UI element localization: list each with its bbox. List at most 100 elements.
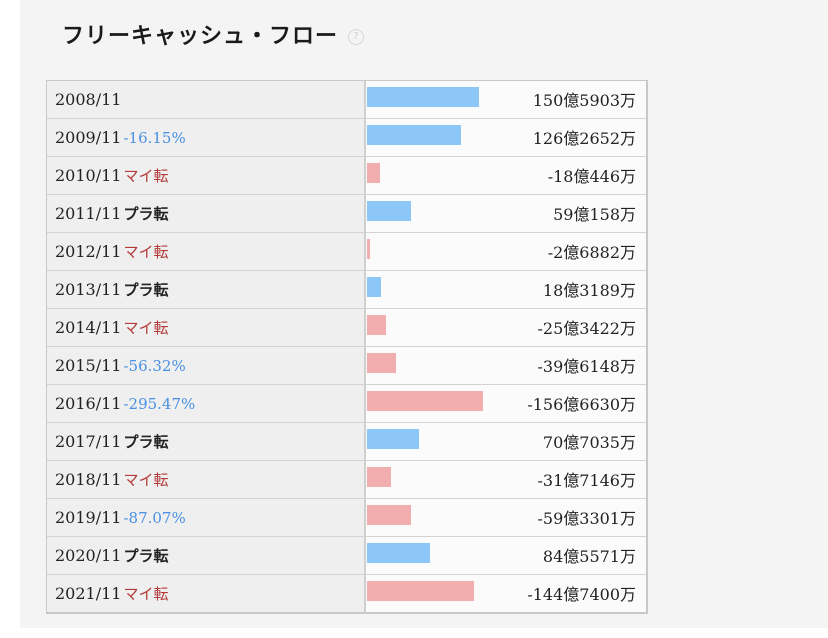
negative-bar <box>367 353 397 373</box>
value-label: -25億3422万 <box>537 319 637 338</box>
value-label: -2億6882万 <box>547 243 636 262</box>
period-cell: 2013/11 プラ転 <box>47 271 366 308</box>
period-cell: 2020/11 プラ転 <box>47 537 366 574</box>
change-label: -87.07% <box>123 508 186 527</box>
table-row: 2018/11 マイ転 -31億7146万 <box>47 460 646 498</box>
change-label: プラ転 <box>123 205 169 223</box>
period-cell: 2021/11 マイ転 <box>47 575 366 612</box>
negative-bar <box>367 239 370 259</box>
period-label: 2019/11 <box>55 508 122 527</box>
cashflow-table: 2008/11 150億5903万 2009/11 -16.15% 126億2652万 2… <box>46 80 648 614</box>
value-label: 18億3189万 <box>542 281 636 300</box>
title-row: フリーキャッシュ・フロー ? <box>62 16 365 52</box>
change-label: -16.15% <box>123 128 186 147</box>
positive-bar <box>367 201 411 221</box>
period-label: 2018/11 <box>55 470 122 489</box>
table-row: 2011/11 プラ転 59億158万 <box>47 194 646 232</box>
positive-bar <box>367 429 420 449</box>
period-cell: 2008/11 <box>47 81 366 118</box>
period-label: 2016/11 <box>55 394 122 413</box>
table-row: 2019/11 -87.07% -59億3301万 <box>47 498 646 536</box>
table-row: 2010/11 マイ転 -18億446万 <box>47 156 646 194</box>
value-cell: -156億6630万 <box>366 385 646 422</box>
period-label: 2008/11 <box>55 90 122 109</box>
value-cell: 70億7035万 <box>366 423 646 460</box>
period-label: 2021/11 <box>55 584 122 603</box>
value-label: 70億7035万 <box>542 433 636 452</box>
value-label: -59億3301万 <box>537 509 637 528</box>
positive-bar <box>367 543 430 563</box>
value-cell: -18億446万 <box>366 157 646 194</box>
value-cell: -144億7400万 <box>366 575 646 612</box>
value-cell: 18億3189万 <box>366 271 646 308</box>
value-label: 150億5903万 <box>532 91 636 110</box>
period-label: 2012/11 <box>55 242 122 261</box>
table-row: 2015/11 -56.32% -39億6148万 <box>47 346 646 384</box>
value-label: 126億2652万 <box>532 129 636 148</box>
value-label: -144億7400万 <box>527 585 636 604</box>
period-cell: 2009/11 -16.15% <box>47 119 366 156</box>
period-cell: 2018/11 マイ転 <box>47 461 366 498</box>
period-label: 2010/11 <box>55 166 122 185</box>
negative-bar <box>367 581 475 601</box>
positive-bar <box>367 125 461 145</box>
period-cell: 2011/11 プラ転 <box>47 195 366 232</box>
value-cell: -25億3422万 <box>366 309 646 346</box>
value-cell: 59億158万 <box>366 195 646 232</box>
period-cell: 2012/11 マイ転 <box>47 233 366 270</box>
value-label: -31億7146万 <box>537 471 637 490</box>
table-row: 2009/11 -16.15% 126億2652万 <box>47 118 646 156</box>
table-row: 2014/11 マイ転 -25億3422万 <box>47 308 646 346</box>
negative-bar <box>367 163 381 183</box>
value-cell: -39億6148万 <box>366 347 646 384</box>
change-label: プラ転 <box>123 547 169 565</box>
change-label: マイ転 <box>123 243 169 261</box>
period-label: 2015/11 <box>55 356 122 375</box>
period-cell: 2017/11 プラ転 <box>47 423 366 460</box>
table-row: 2008/11 150億5903万 <box>47 81 646 118</box>
period-label: 2017/11 <box>55 432 122 451</box>
value-label: -18億446万 <box>547 167 636 186</box>
negative-bar <box>367 467 391 487</box>
table-row: 2020/11 プラ転 84億5571万 <box>47 536 646 574</box>
period-cell: 2010/11 マイ転 <box>47 157 366 194</box>
question-circle-icon[interactable]: ? <box>348 29 365 45</box>
value-cell: -31億7146万 <box>366 461 646 498</box>
change-label: マイ転 <box>123 319 169 337</box>
change-label: -295.47% <box>123 394 196 413</box>
change-label: マイ転 <box>123 585 169 603</box>
value-label: -39億6148万 <box>537 357 637 376</box>
value-label: -156億6630万 <box>527 395 636 414</box>
value-cell: 150億5903万 <box>366 81 646 118</box>
table-row: 2013/11 プラ転 18億3189万 <box>47 270 646 308</box>
period-label: 2009/11 <box>55 128 122 147</box>
change-label: マイ転 <box>123 471 169 489</box>
period-label: 2020/11 <box>55 546 122 565</box>
period-cell: 2019/11 -87.07% <box>47 499 366 536</box>
value-label: 59億158万 <box>553 205 636 224</box>
period-label: 2013/11 <box>55 280 122 299</box>
value-cell: 126億2652万 <box>366 119 646 156</box>
value-cell: 84億5571万 <box>366 537 646 574</box>
value-cell: -2億6882万 <box>366 233 646 270</box>
negative-bar <box>367 505 411 525</box>
period-cell: 2016/11 -295.47% <box>47 385 366 422</box>
page-title: フリーキャッシュ・フロー <box>62 23 339 49</box>
period-label: 2011/11 <box>55 204 122 223</box>
negative-bar <box>367 315 386 335</box>
positive-bar <box>367 277 381 297</box>
table-row: 2016/11 -295.47% -156億6630万 <box>47 384 646 422</box>
table-row: 2021/11 マイ転 -144億7400万 <box>47 574 646 612</box>
table-row: 2017/11 プラ転 70億7035万 <box>47 422 646 460</box>
period-label: 2014/11 <box>55 318 122 337</box>
negative-bar <box>367 391 483 411</box>
positive-bar <box>367 87 479 107</box>
change-label: マイ転 <box>123 167 169 185</box>
change-label: プラ転 <box>123 433 169 451</box>
value-cell: -59億3301万 <box>366 499 646 536</box>
change-label: -56.32% <box>123 356 186 375</box>
period-cell: 2015/11 -56.32% <box>47 347 366 384</box>
change-label: プラ転 <box>123 281 169 299</box>
table-row: 2012/11 マイ転 -2億6882万 <box>47 232 646 270</box>
period-cell: 2014/11 マイ転 <box>47 309 366 346</box>
